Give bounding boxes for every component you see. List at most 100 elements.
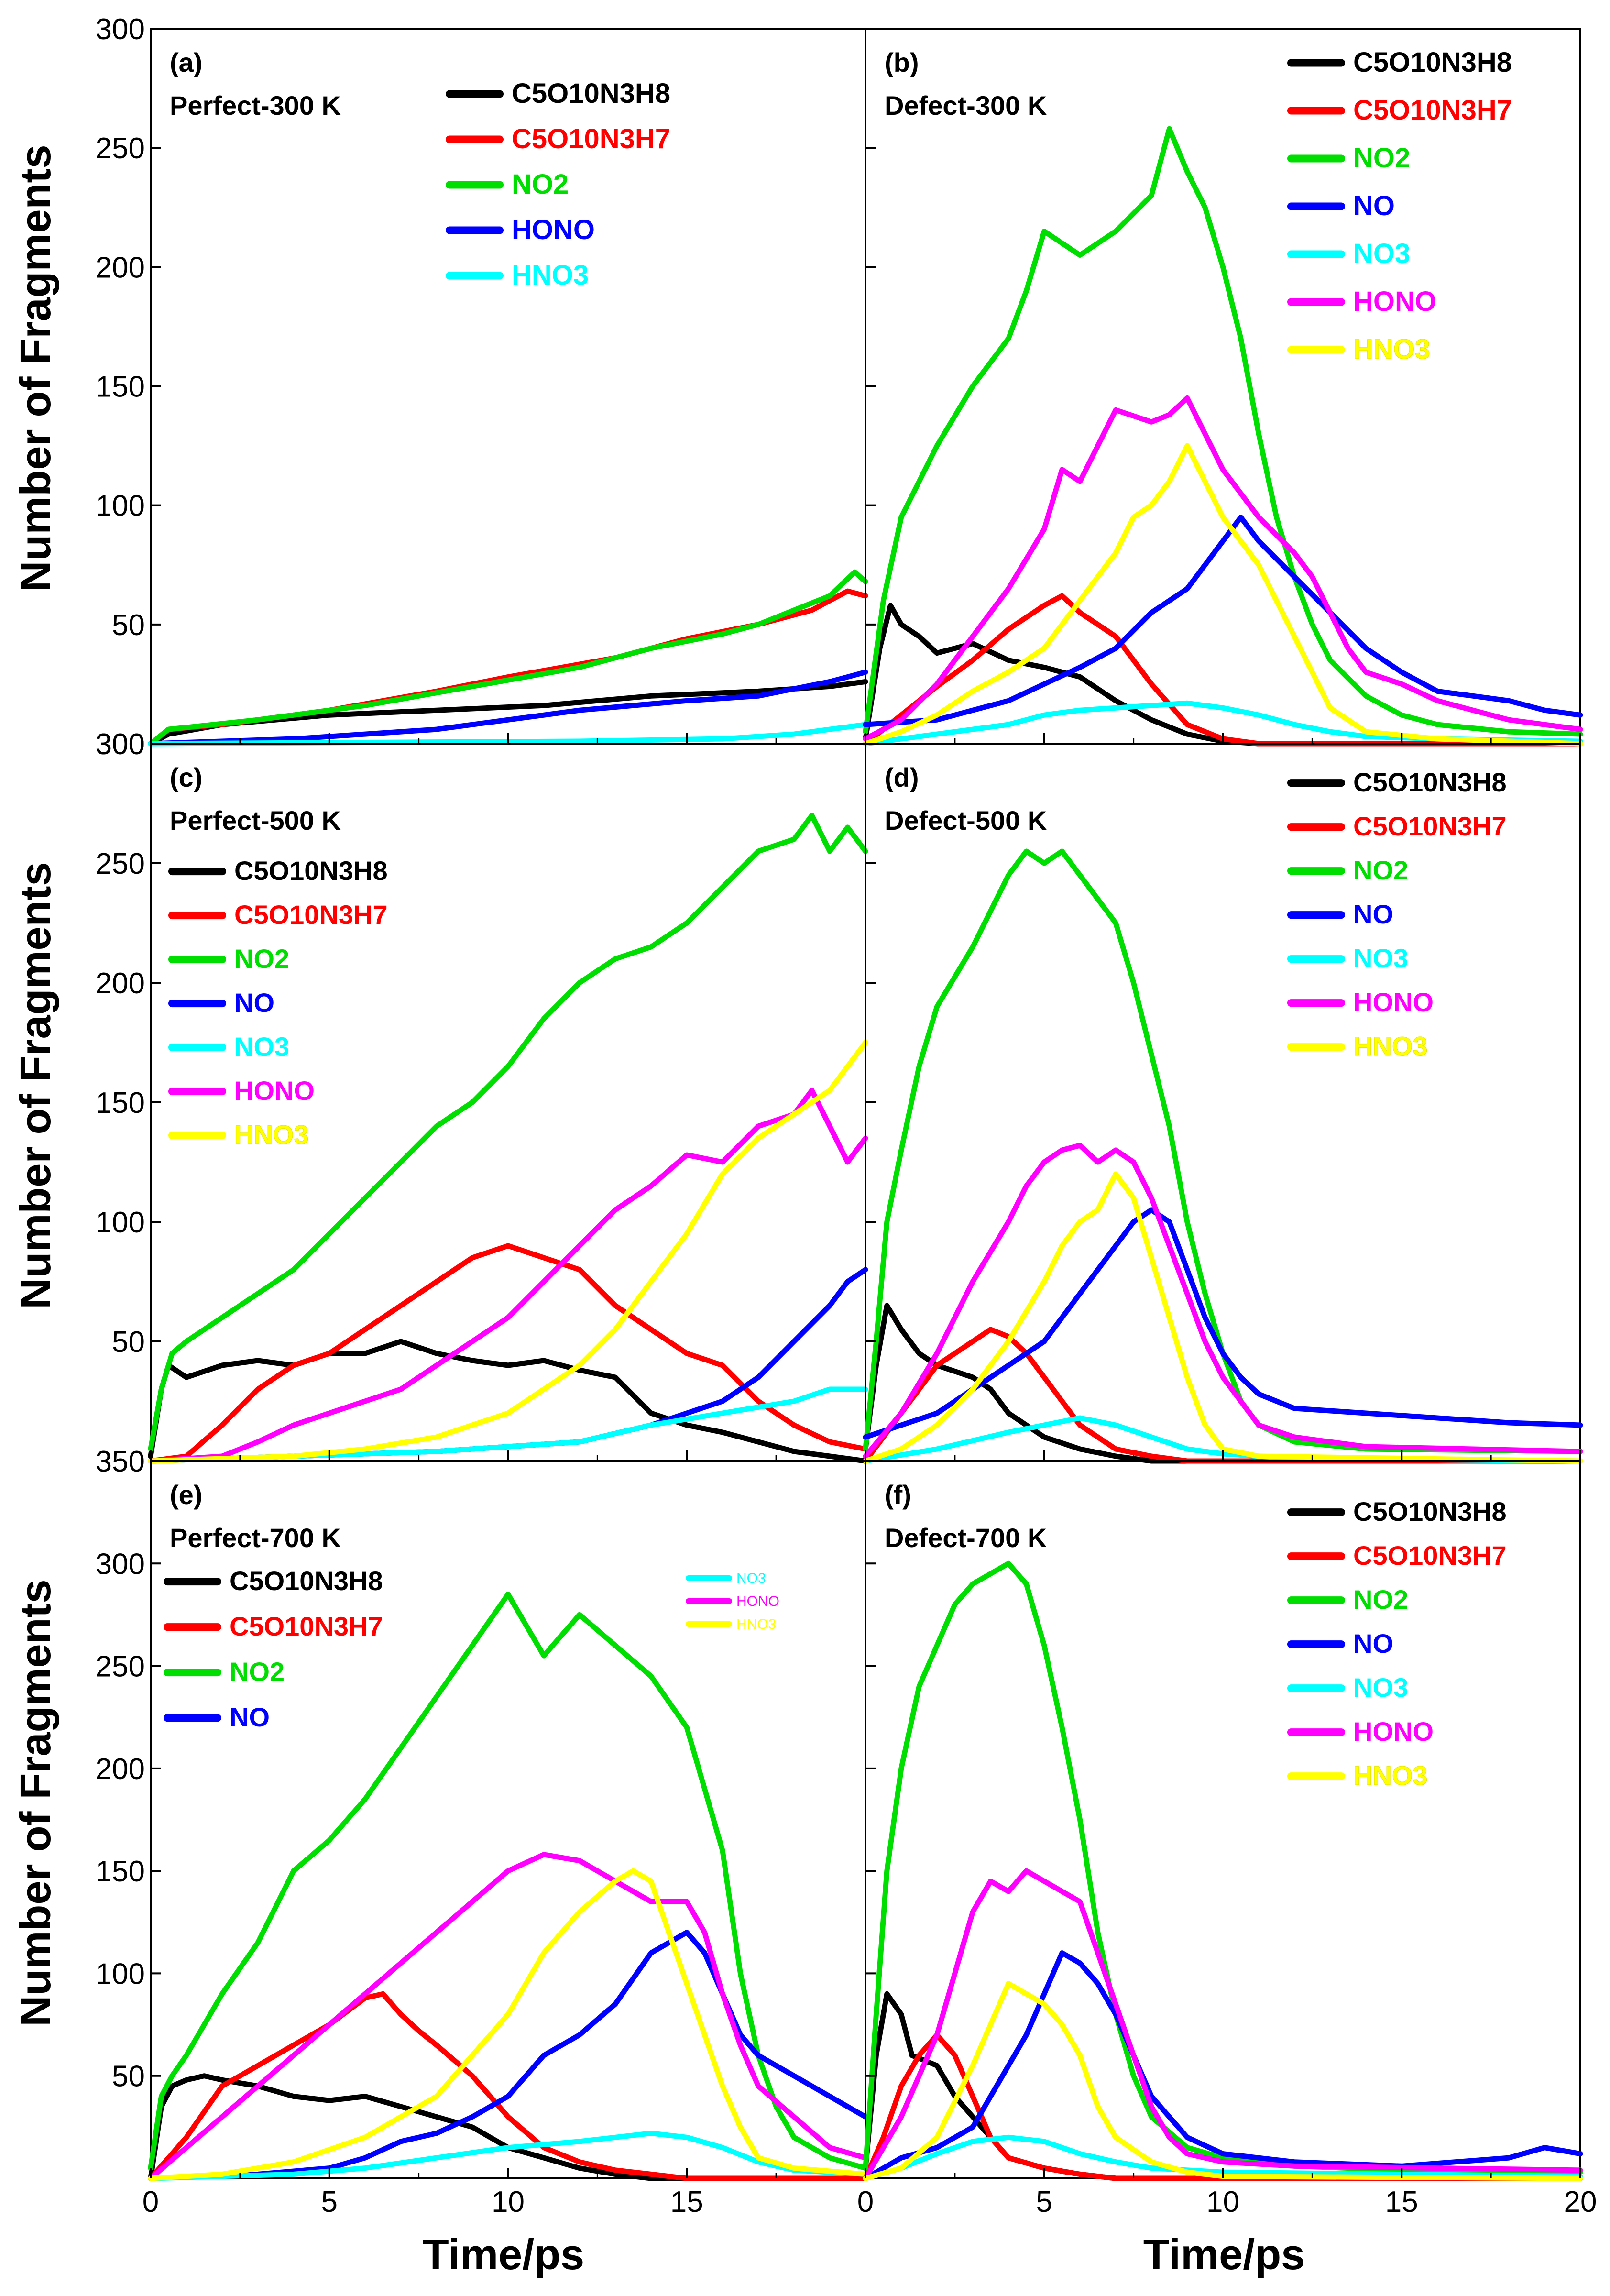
series-line-no2 <box>863 1560 1583 2175</box>
legend-entry-no2-label: NO2 <box>230 1657 285 1687</box>
series-line-hno3 <box>148 1040 868 1464</box>
series-line-no2 <box>148 569 868 747</box>
legend-entry-hno3-label: HNO3 <box>1353 1760 1428 1791</box>
series-line-no3 <box>148 2131 868 2181</box>
series-line-c5o10n3h7 <box>863 593 1583 747</box>
legend-entry-no2-label: NO2 <box>1353 1584 1408 1615</box>
legend-entry-c5o10n3h8-label: C5O10N3H8 <box>512 78 670 109</box>
legend-entry-no3-label: NO3 <box>1353 1672 1408 1703</box>
series-line-no <box>863 1207 1583 1440</box>
panel-label: (d) <box>885 762 919 792</box>
legend-small-label: HONO <box>736 1593 779 1609</box>
panel-title: Perfect-500 K <box>170 805 341 835</box>
x-tick-label: 0 <box>857 2186 874 2219</box>
panel-c: 50 100 150 200 250 300 350 (c) Perfect-500 K C5O1… <box>96 728 868 1478</box>
panel-title: Defect-300 K <box>885 90 1047 121</box>
series-line-hono <box>863 1143 1583 1459</box>
x-axis-title-right: Time/ps <box>1143 2231 1305 2279</box>
panel-a: 50 100 150 200 250 300 300 (a) Perfect-300 K C5O1… <box>96 13 868 761</box>
series-line-no2 <box>863 126 1583 737</box>
panel-f: 0 5 10 15 20(f)Defect-700 KC5O10N3H8C5O10N3H… <box>857 1460 1597 2219</box>
legend: C5O10N3H8 C5O10N3H7 NO2 NO NO3 HONO HNO3 <box>168 856 388 1150</box>
series-line-c5o10n3h7 <box>148 1243 868 1464</box>
series-line-c5o10n3h7 <box>148 1991 868 2181</box>
series-line-c5o10n3h8 <box>148 1339 868 1464</box>
legend-small-label: NO3 <box>736 1571 766 1586</box>
legend-entry-hono-label: HONO <box>1353 1716 1434 1747</box>
series-line-no <box>148 1930 868 2181</box>
x-tick-label: 20 <box>1564 2186 1597 2219</box>
x-tick-label: 0 <box>142 2186 159 2219</box>
y-tick-label: 300 <box>96 1548 145 1581</box>
y-tick-label: 100 <box>96 1206 145 1239</box>
y-axis-title-row-1: Number of Fragments <box>12 144 60 592</box>
series-line-no3 <box>148 1386 868 1464</box>
legend: C5O10N3H8 C5O10N3H7 NO2 NO NO3 HONO HNO3 <box>1287 47 1512 365</box>
panel-b: (b) Defect-300 K C5O10N3H8 C5O10N3H7 NO2 NO NO… <box>863 28 1583 747</box>
panel-title: Defect-700 K <box>885 1523 1047 1553</box>
legend-entry-no3-label: NO3 <box>1353 238 1410 269</box>
panel-d: (d) Defect-500 K C5O10N3H8 C5O10N3H7 NO2 NO NO… <box>863 743 1583 1464</box>
x-tick-label: 5 <box>1036 2186 1052 2219</box>
x-axis-title-left: Time/ps <box>423 2231 584 2279</box>
legend-entry-hono-label: HONO <box>1353 286 1436 317</box>
legend: C5O10N3H8 C5O10N3H7 NO2 NO NO3 HONO HNO3 <box>1287 767 1507 1062</box>
panel-title: Defect-500 K <box>885 805 1047 835</box>
legend-entry-c5o10n3h7-label: C5O10N3H7 <box>512 123 670 154</box>
series-line-no3 <box>863 700 1583 747</box>
y-tick-label: 200 <box>96 967 145 1000</box>
series-line-c5o10n3h8 <box>148 2073 868 2181</box>
legend: C5O10N3H8 C5O10N3H7 NO2 HONO HNO3 <box>446 78 670 291</box>
legend-entry-hno3-label: HNO3 <box>1353 1031 1428 1061</box>
panel-title: Perfect-700 K <box>170 1523 341 1553</box>
legend-entry-hno3-label: HNO3 <box>234 1120 309 1150</box>
legend-entry-c5o10n3h8-label: C5O10N3H8 <box>1353 767 1507 797</box>
series-line-hono <box>863 1868 1583 2181</box>
panel-label: (e) <box>170 1480 202 1510</box>
y-tick-label: 300 <box>96 728 145 761</box>
y-tick-label: 250 <box>96 847 145 880</box>
legend-entry-no-label: NO <box>230 1702 270 1732</box>
panel-label: (f) <box>885 1480 911 1510</box>
y-tick-label: 150 <box>96 371 145 404</box>
legend-entry-no2-label: NO2 <box>512 169 569 200</box>
series-line-hono <box>148 1088 868 1464</box>
legend-entry-c5o10n3h8-label: C5O10N3H8 <box>230 1566 383 1596</box>
legend-entry-no3-label: NO3 <box>1353 943 1408 973</box>
series-line-c5o10n3h8 <box>863 603 1583 747</box>
y-axis-title-row-2: Number of Fragments <box>12 862 60 1309</box>
legend-entry-c5o10n3h7-label: C5O10N3H7 <box>1353 811 1507 841</box>
y-tick-label: 100 <box>96 490 145 523</box>
series-line-hono <box>148 1852 868 2181</box>
legend-entry-hono-label: HONO <box>234 1076 315 1106</box>
x-tick-label: 5 <box>321 2186 338 2219</box>
legend-small-label: HNO3 <box>736 1616 776 1632</box>
panel-label: (b) <box>885 47 919 77</box>
y-tick-label-bottom: 300 <box>96 728 145 761</box>
x-tick-label: 15 <box>1385 2186 1418 2219</box>
legend: C5O10N3H8 C5O10N3H7 NO2 NO NO3 HONO HNO3 <box>1287 1496 1507 1791</box>
legend-entry-no3-label: NO3 <box>234 1032 289 1062</box>
series-line-c5o10n3h7 <box>863 2032 1583 2181</box>
y-tick-label: 150 <box>96 1855 145 1888</box>
legend-entry-no-label: NO <box>1353 190 1395 221</box>
y-tick-label: 200 <box>96 1753 145 1786</box>
series-line-no2 <box>148 1592 868 2171</box>
panel-label: (c) <box>170 762 202 792</box>
y-tick-label: 150 <box>96 1087 145 1120</box>
legend-entry-c5o10n3h7-label: C5O10N3H7 <box>1353 95 1512 126</box>
legend-entry-no-label: NO <box>234 988 274 1018</box>
y-tick-label: 300 <box>96 13 145 46</box>
legend-entry-hno3-label: HNO3 <box>512 260 589 291</box>
panel-label: (a) <box>170 47 202 77</box>
y-tick-label: 50 <box>112 2060 145 2093</box>
y-tick-label: 200 <box>96 251 145 284</box>
series-line-no2 <box>148 813 868 1452</box>
series-line-c5o10n3h7 <box>863 1327 1583 1464</box>
x-tick-label: 10 <box>492 2186 525 2219</box>
y-tick-label: 250 <box>96 132 145 165</box>
x-tick-label: 10 <box>1206 2186 1239 2219</box>
y-axis-title-row-3: Number of Fragments <box>12 1579 60 2026</box>
legend-entry-no2-label: NO2 <box>1353 143 1410 174</box>
